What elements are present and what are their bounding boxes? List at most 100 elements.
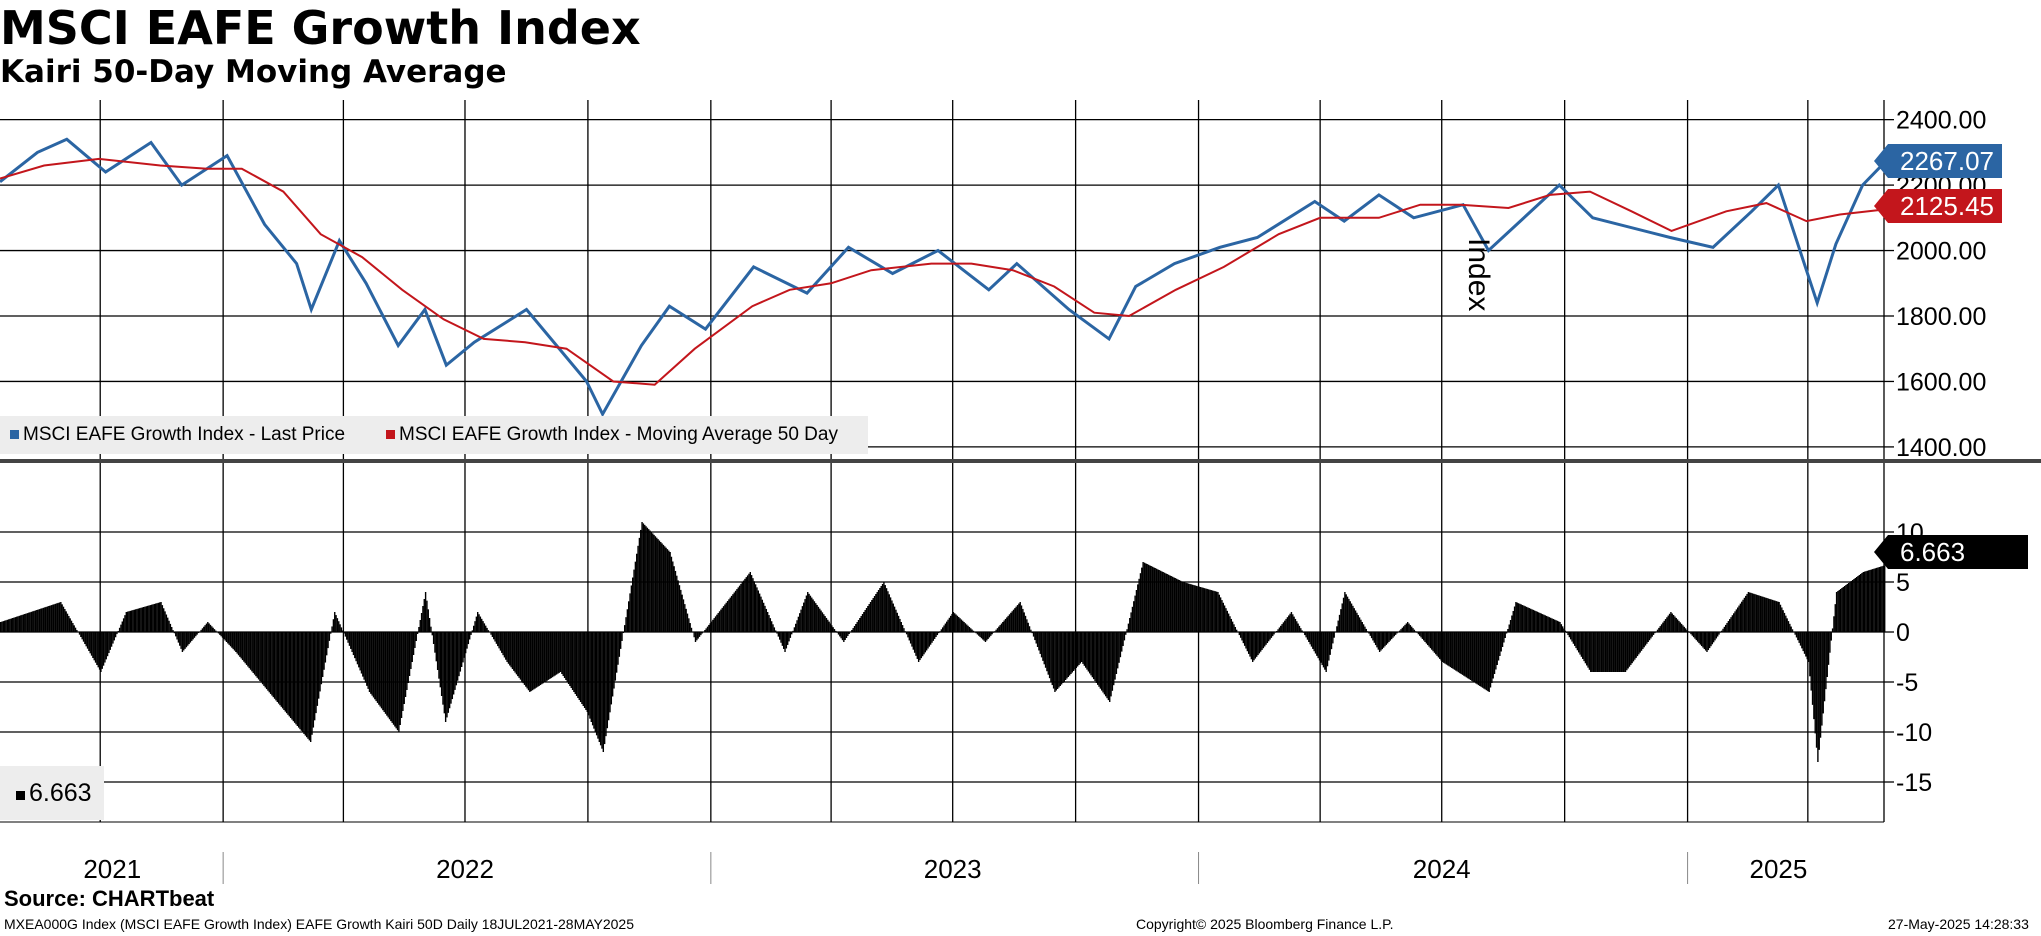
- kairi-bar: [948, 617, 951, 632]
- kairi-bar: [762, 602, 765, 632]
- kairi-bar: [982, 632, 984, 640]
- kairi-bar: [1429, 632, 1432, 649]
- kairi-bar: [543, 632, 546, 683]
- kairi-bar: [1103, 632, 1106, 695]
- legend-swatch-ma: [386, 430, 395, 439]
- kairi-bar: [1091, 632, 1094, 678]
- kairi-bar: [1509, 620, 1512, 632]
- kairi-bar: [999, 625, 1001, 632]
- kairi-bar: [1223, 605, 1226, 632]
- kairi-bar: [1137, 584, 1139, 632]
- kairi-bar: [537, 632, 539, 687]
- kairi-bar: [753, 581, 755, 632]
- kairi-bar: [582, 632, 584, 706]
- kairi-bar: [1626, 632, 1628, 671]
- kairi-bar: [1035, 632, 1037, 644]
- kairi-bar: [1027, 622, 1029, 632]
- kairi-bar: [1165, 573, 1167, 632]
- kairi-bar: [1504, 632, 1506, 638]
- kairi-bar: [1484, 632, 1486, 690]
- kairi-bar: [851, 630, 853, 632]
- kairi-bar: [1445, 632, 1448, 665]
- kairi-bar: [1846, 584, 1848, 632]
- kairi-bar: [562, 632, 564, 676]
- kairi-bar: [1230, 618, 1233, 632]
- kairi-bar: [483, 623, 486, 632]
- kairi-bar: [629, 593, 631, 632]
- kairi-bar: [267, 632, 269, 691]
- kairi-bar: [1250, 632, 1253, 660]
- kairi-bar: [1869, 569, 1871, 632]
- kairi-bar: [1435, 632, 1437, 655]
- kairi-bar: [1322, 632, 1325, 668]
- kairi-bar: [515, 632, 518, 675]
- kairi-bar: [1149, 565, 1151, 632]
- kairi-bar: [276, 632, 278, 702]
- kairi-bar: [26, 613, 29, 632]
- kairi-bar: [1231, 621, 1234, 632]
- kairi-bar: [1082, 632, 1084, 664]
- kairi-bar: [1090, 632, 1092, 676]
- kairi-bar: [1257, 632, 1259, 656]
- kairi-bar: [295, 632, 297, 725]
- kairi-bar: [1879, 566, 1882, 632]
- kairi-bar: [121, 621, 123, 632]
- kairi-bar: [1348, 598, 1350, 632]
- kairi-bar: [436, 632, 439, 670]
- y-tick-label-upper: 1600.00: [1896, 368, 1986, 396]
- kairi-bar: [1123, 632, 1126, 641]
- kairi-bar: [1235, 629, 1238, 632]
- kairi-bar: [622, 632, 625, 634]
- kairi-bar: [1217, 592, 1219, 632]
- kairi-bar: [819, 608, 821, 632]
- kairi-bar: [690, 627, 693, 632]
- kairi-bar: [1151, 566, 1154, 632]
- kairi-bar: [1362, 624, 1365, 632]
- kairi-bar: [1555, 620, 1557, 632]
- kairi-bar: [88, 632, 90, 651]
- kairi-bar: [668, 550, 670, 632]
- kairi-bar: [1064, 632, 1067, 680]
- kairi-bar: [718, 611, 721, 632]
- kairi-bar: [1245, 632, 1247, 649]
- kairi-bar: [1281, 624, 1283, 632]
- kairi-bar: [716, 614, 718, 632]
- kairi-bar: [1731, 615, 1734, 632]
- kairi-bar: [1372, 632, 1374, 641]
- kairi-bar: [58, 602, 61, 632]
- kairi-bar: [881, 584, 884, 632]
- kairi-bar: [498, 632, 500, 649]
- kairi-bar: [1456, 632, 1458, 672]
- kairi-bar: [777, 632, 780, 637]
- kairi-bar: [1186, 583, 1188, 632]
- kairi-bar: [1227, 613, 1230, 632]
- kairi-bar: [152, 604, 154, 632]
- kairi-bar: [240, 632, 242, 659]
- kairi-bar: [120, 624, 122, 632]
- kairi-bar: [1457, 632, 1460, 673]
- kairi-bar: [191, 632, 193, 641]
- kairi-bar: [705, 628, 707, 632]
- kairi-bar: [644, 524, 646, 632]
- kairi-bar: [1392, 632, 1394, 638]
- kairi-bar: [1195, 585, 1198, 632]
- kairi-bar: [900, 622, 902, 632]
- kairi-bar: [70, 620, 73, 632]
- kairi-bar: [1219, 597, 1222, 632]
- kairi-bar: [269, 632, 272, 694]
- kairi-bar: [1170, 576, 1172, 632]
- kairi-bar: [1596, 632, 1599, 672]
- kairi-bar: [1000, 623, 1003, 632]
- kairi-bar: [1790, 626, 1792, 632]
- kairi-bar: [1610, 632, 1612, 672]
- chart-subtitle: Kairi 50-Day Moving Average: [0, 54, 507, 90]
- kairi-bar: [454, 632, 456, 690]
- kairi-bar: [880, 586, 882, 632]
- kairi-bar: [509, 632, 511, 666]
- kairi-bar: [1877, 567, 1879, 632]
- kairi-bar: [1718, 632, 1720, 635]
- kairi-bar: [1075, 632, 1078, 668]
- kairi-bar: [1305, 632, 1307, 638]
- kairi-bar: [962, 620, 964, 632]
- kairi-bar: [6, 619, 9, 632]
